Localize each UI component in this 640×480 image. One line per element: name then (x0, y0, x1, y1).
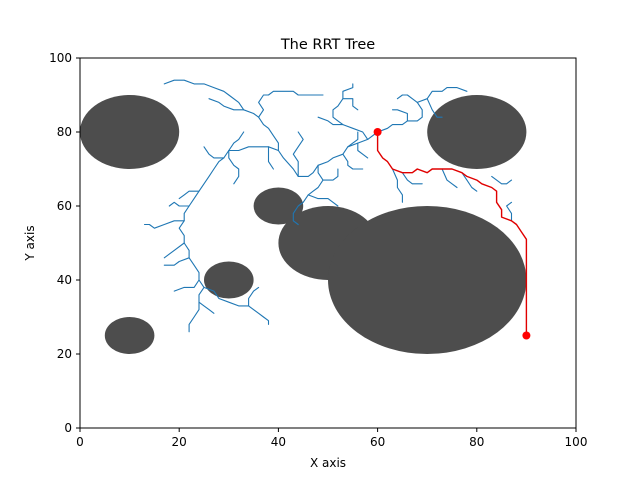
y-tick-label: 40 (57, 273, 72, 287)
obstacle-2 (427, 95, 527, 169)
goal-point (373, 128, 382, 136)
obstacle-6 (204, 261, 254, 299)
x-axis-ticks: 0 20 40 60 80 100 (76, 428, 587, 449)
tree-branch-12 (163, 257, 190, 266)
tree-branch-6 (267, 146, 274, 170)
tree-branch-7 (292, 131, 304, 177)
x-tick-label: 40 (271, 435, 286, 449)
start-point (522, 331, 531, 340)
tree-branch-2 (163, 79, 279, 152)
tree-branch-28 (377, 94, 423, 133)
tree-branch-35 (401, 172, 423, 185)
x-tick-label: 60 (370, 435, 385, 449)
tree-branch-10 (143, 220, 185, 229)
tree-branch-13 (173, 279, 200, 292)
obstacle-7 (104, 317, 155, 354)
plot-area (79, 57, 577, 429)
plot-frame (79, 57, 577, 429)
tree-branch-26 (317, 116, 344, 126)
tree-branch-5 (228, 131, 245, 152)
tree-branch-37 (461, 172, 478, 192)
tree-branch-22 (342, 153, 364, 170)
marker-layer (373, 128, 531, 340)
path-layer (376, 132, 528, 336)
x-axis-label: X axis (310, 456, 346, 470)
obstacle-layer (80, 95, 527, 354)
chart-title: The RRT Tree (280, 37, 375, 53)
y-tick-label: 0 (64, 421, 72, 435)
tree-branch-11 (163, 242, 185, 259)
tree-branch-20 (322, 168, 339, 181)
tree-branch-9 (168, 201, 190, 207)
x-tick-label: 100 (565, 435, 588, 449)
y-tick-label: 60 (57, 199, 72, 213)
tree-branch-27 (342, 98, 359, 111)
tree-branch-23 (347, 131, 359, 148)
tree-branch-29 (391, 109, 408, 122)
tree-branch-21 (307, 194, 339, 207)
obstacle-1 (80, 95, 180, 169)
y-tick-label: 100 (49, 51, 72, 65)
tree-branch-8 (178, 190, 200, 200)
tree-branch-16 (248, 286, 260, 307)
tree-branch-36 (441, 168, 458, 189)
y-tick-label: 80 (57, 125, 72, 139)
tree-branch-31 (426, 98, 443, 118)
y-axis-ticks: 0 20 40 60 80 100 (49, 51, 80, 435)
tree-branch-34 (391, 168, 403, 203)
solution-path (376, 132, 528, 336)
tree-branch-15 (198, 301, 215, 314)
tree-branch-14 (203, 286, 270, 325)
tree-branch-4 (208, 98, 245, 111)
tree-branch-24 (357, 142, 369, 159)
x-tick-label: 0 (76, 435, 84, 449)
tree-branch-33 (506, 201, 513, 222)
tree-branch-18 (203, 146, 225, 159)
tree-branch-17 (228, 149, 240, 185)
tree-layer (143, 79, 513, 333)
y-tick-label: 20 (57, 347, 72, 361)
tree-branch-32 (491, 175, 513, 185)
obstacle-3 (253, 187, 304, 225)
tree-branch-25 (332, 83, 369, 140)
x-tick-label: 80 (469, 435, 484, 449)
tree-branch-3 (258, 90, 324, 118)
obstacle-5 (328, 206, 527, 354)
tree-branch-1 (178, 131, 379, 333)
y-axis-label: Y axis (23, 225, 37, 261)
x-tick-label: 20 (172, 435, 187, 449)
